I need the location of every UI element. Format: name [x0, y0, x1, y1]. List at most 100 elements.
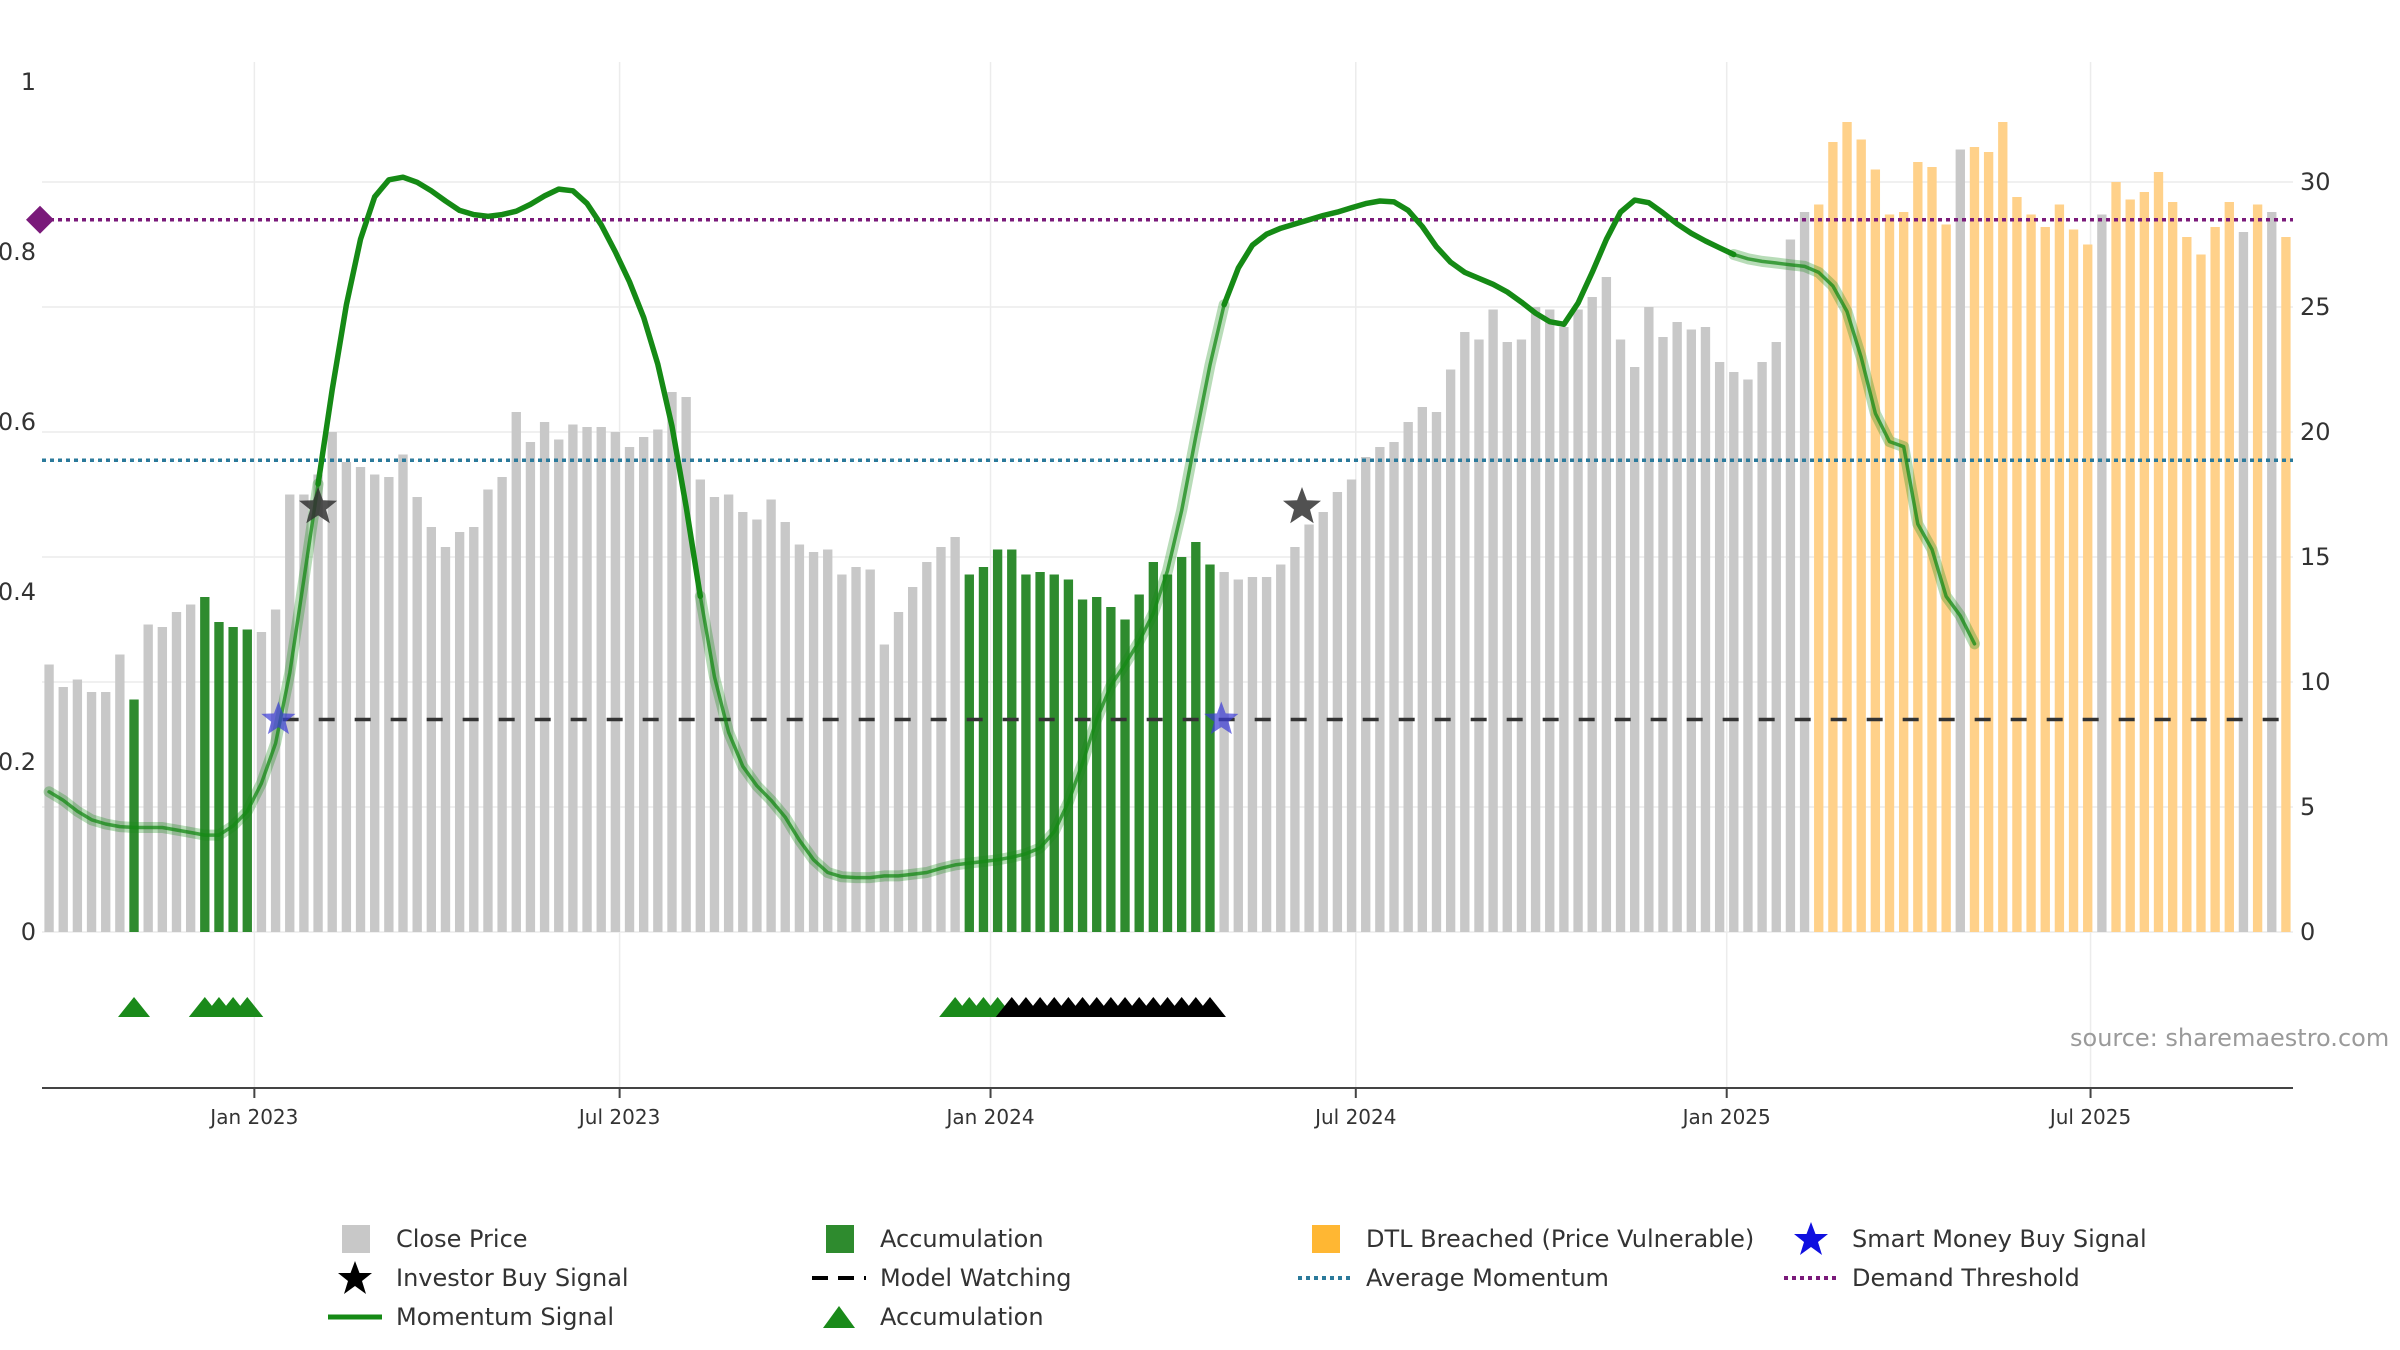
price-bar: [1983, 152, 1994, 932]
axes: Jan 2023 Jul 2023 Jan 2024 Jul 2024 Jan 2025…: [0, 68, 2331, 1129]
price-bar: [185, 604, 196, 932]
price-bar: [1516, 339, 1527, 932]
y-right-tick-label: 20: [2300, 418, 2331, 446]
y-left-tick-label: 0.8: [0, 238, 36, 266]
price-bar: [695, 479, 705, 932]
price-bar: [1743, 379, 1753, 932]
price-bar: [2139, 192, 2150, 932]
price-bar: [1658, 337, 1668, 932]
price-bar: [270, 609, 281, 932]
y-left-tick-label: 0.6: [0, 408, 36, 436]
price-bar: [1106, 607, 1116, 932]
price-bar: [1332, 492, 1343, 932]
y-left-tick-label: 1: [21, 68, 36, 96]
price-bar: [865, 569, 875, 932]
x-tick-label: Jan 2024: [944, 1105, 1034, 1129]
price-bar: [639, 437, 649, 932]
price-bar: [681, 397, 691, 932]
price-bar: [426, 527, 436, 932]
price-bar: [1771, 342, 1781, 932]
price-bar: [1842, 122, 1852, 932]
x-tick-label: Jan 2023: [208, 1105, 298, 1129]
price-bar: [157, 627, 168, 932]
price-bar: [1559, 327, 1569, 932]
momentum-signal-line: [47, 482, 320, 837]
price-bar: [1063, 579, 1074, 932]
price-bar: [2111, 182, 2121, 932]
price-bar: [1884, 214, 1895, 932]
x-tick-label: Jul 2025: [2048, 1105, 2131, 1129]
price-bar: [554, 439, 564, 932]
investor-buy-star: [1283, 487, 1321, 524]
price-bar: [2097, 214, 2107, 932]
price-bar: [44, 664, 54, 932]
smart-money-buy-star: [1204, 701, 1239, 735]
price-bar: [440, 547, 451, 932]
price-bar: [1700, 327, 1711, 932]
price-bar: [2281, 237, 2291, 932]
price-bar: [58, 687, 68, 932]
price-bar: [1899, 212, 1909, 932]
x-tick-label: Jul 2023: [577, 1105, 660, 1129]
price-bar: [1205, 564, 1215, 932]
price-bar: [1799, 212, 1810, 932]
price-bar: [752, 519, 762, 932]
momentum-signal-line: [315, 174, 704, 600]
y-left-tick-label: 0.4: [0, 578, 36, 606]
price-bar: [1601, 277, 1612, 932]
accumulation-triangle: [231, 997, 264, 1017]
price-bar: [596, 427, 606, 932]
price-bar: [398, 454, 408, 932]
price-bar: [1191, 542, 1201, 932]
price-bar: [837, 574, 847, 932]
price-bar: [2252, 204, 2263, 932]
momentum-signal-halo: [1728, 249, 1980, 650]
price-bar: [2224, 202, 2234, 932]
momentum-signal-halo: [694, 299, 1230, 884]
price-bar: [2167, 202, 2178, 932]
price-bar: [1092, 597, 1102, 932]
accumulation-triangle-black: [1193, 997, 1226, 1017]
price-bar: [129, 699, 139, 932]
price-bar: [469, 527, 479, 932]
price-bar: [171, 612, 182, 932]
price-bar: [723, 494, 734, 932]
price-bar: [1714, 362, 1725, 932]
price-bar: [1346, 479, 1357, 932]
price-bar: [1460, 332, 1470, 932]
price-bar: [1035, 572, 1045, 932]
price-bar: [1785, 239, 1796, 932]
price-bar: [2182, 237, 2192, 932]
price-bar: [115, 654, 125, 932]
y-right-tick-label: 10: [2300, 668, 2331, 696]
price-bar: [879, 644, 890, 932]
price-bar: [2012, 197, 2022, 932]
y-right-tick-label: 0: [2300, 918, 2315, 946]
price-bar: [1502, 342, 1512, 932]
price-bar: [794, 544, 805, 932]
x-tick-label: Jan 2025: [1681, 1105, 1771, 1129]
price-bar: [1247, 577, 1258, 932]
price-bar: [1814, 204, 1824, 932]
price-bar: [780, 522, 790, 932]
price-bar: [1955, 149, 1965, 932]
price-bar: [823, 549, 833, 932]
price-bar: [1573, 309, 1583, 932]
price-bar: [1219, 572, 1229, 932]
price-bar: [2267, 212, 2277, 932]
price-bar: [1233, 579, 1243, 932]
price-bar: [2026, 214, 2036, 932]
price-bar: [143, 624, 153, 932]
price-bar: [709, 497, 720, 932]
price-bar: [624, 447, 635, 932]
price-bar: [214, 622, 224, 932]
price-bar: [1176, 557, 1187, 932]
price-bar: [86, 692, 97, 932]
price-bar: [766, 499, 776, 932]
price-bar: [992, 549, 1003, 932]
price-bar: [1304, 524, 1314, 932]
reference-lines: [26, 205, 2293, 722]
y-right-tick-label: 30: [2300, 168, 2331, 196]
price-bar: [2153, 172, 2164, 932]
